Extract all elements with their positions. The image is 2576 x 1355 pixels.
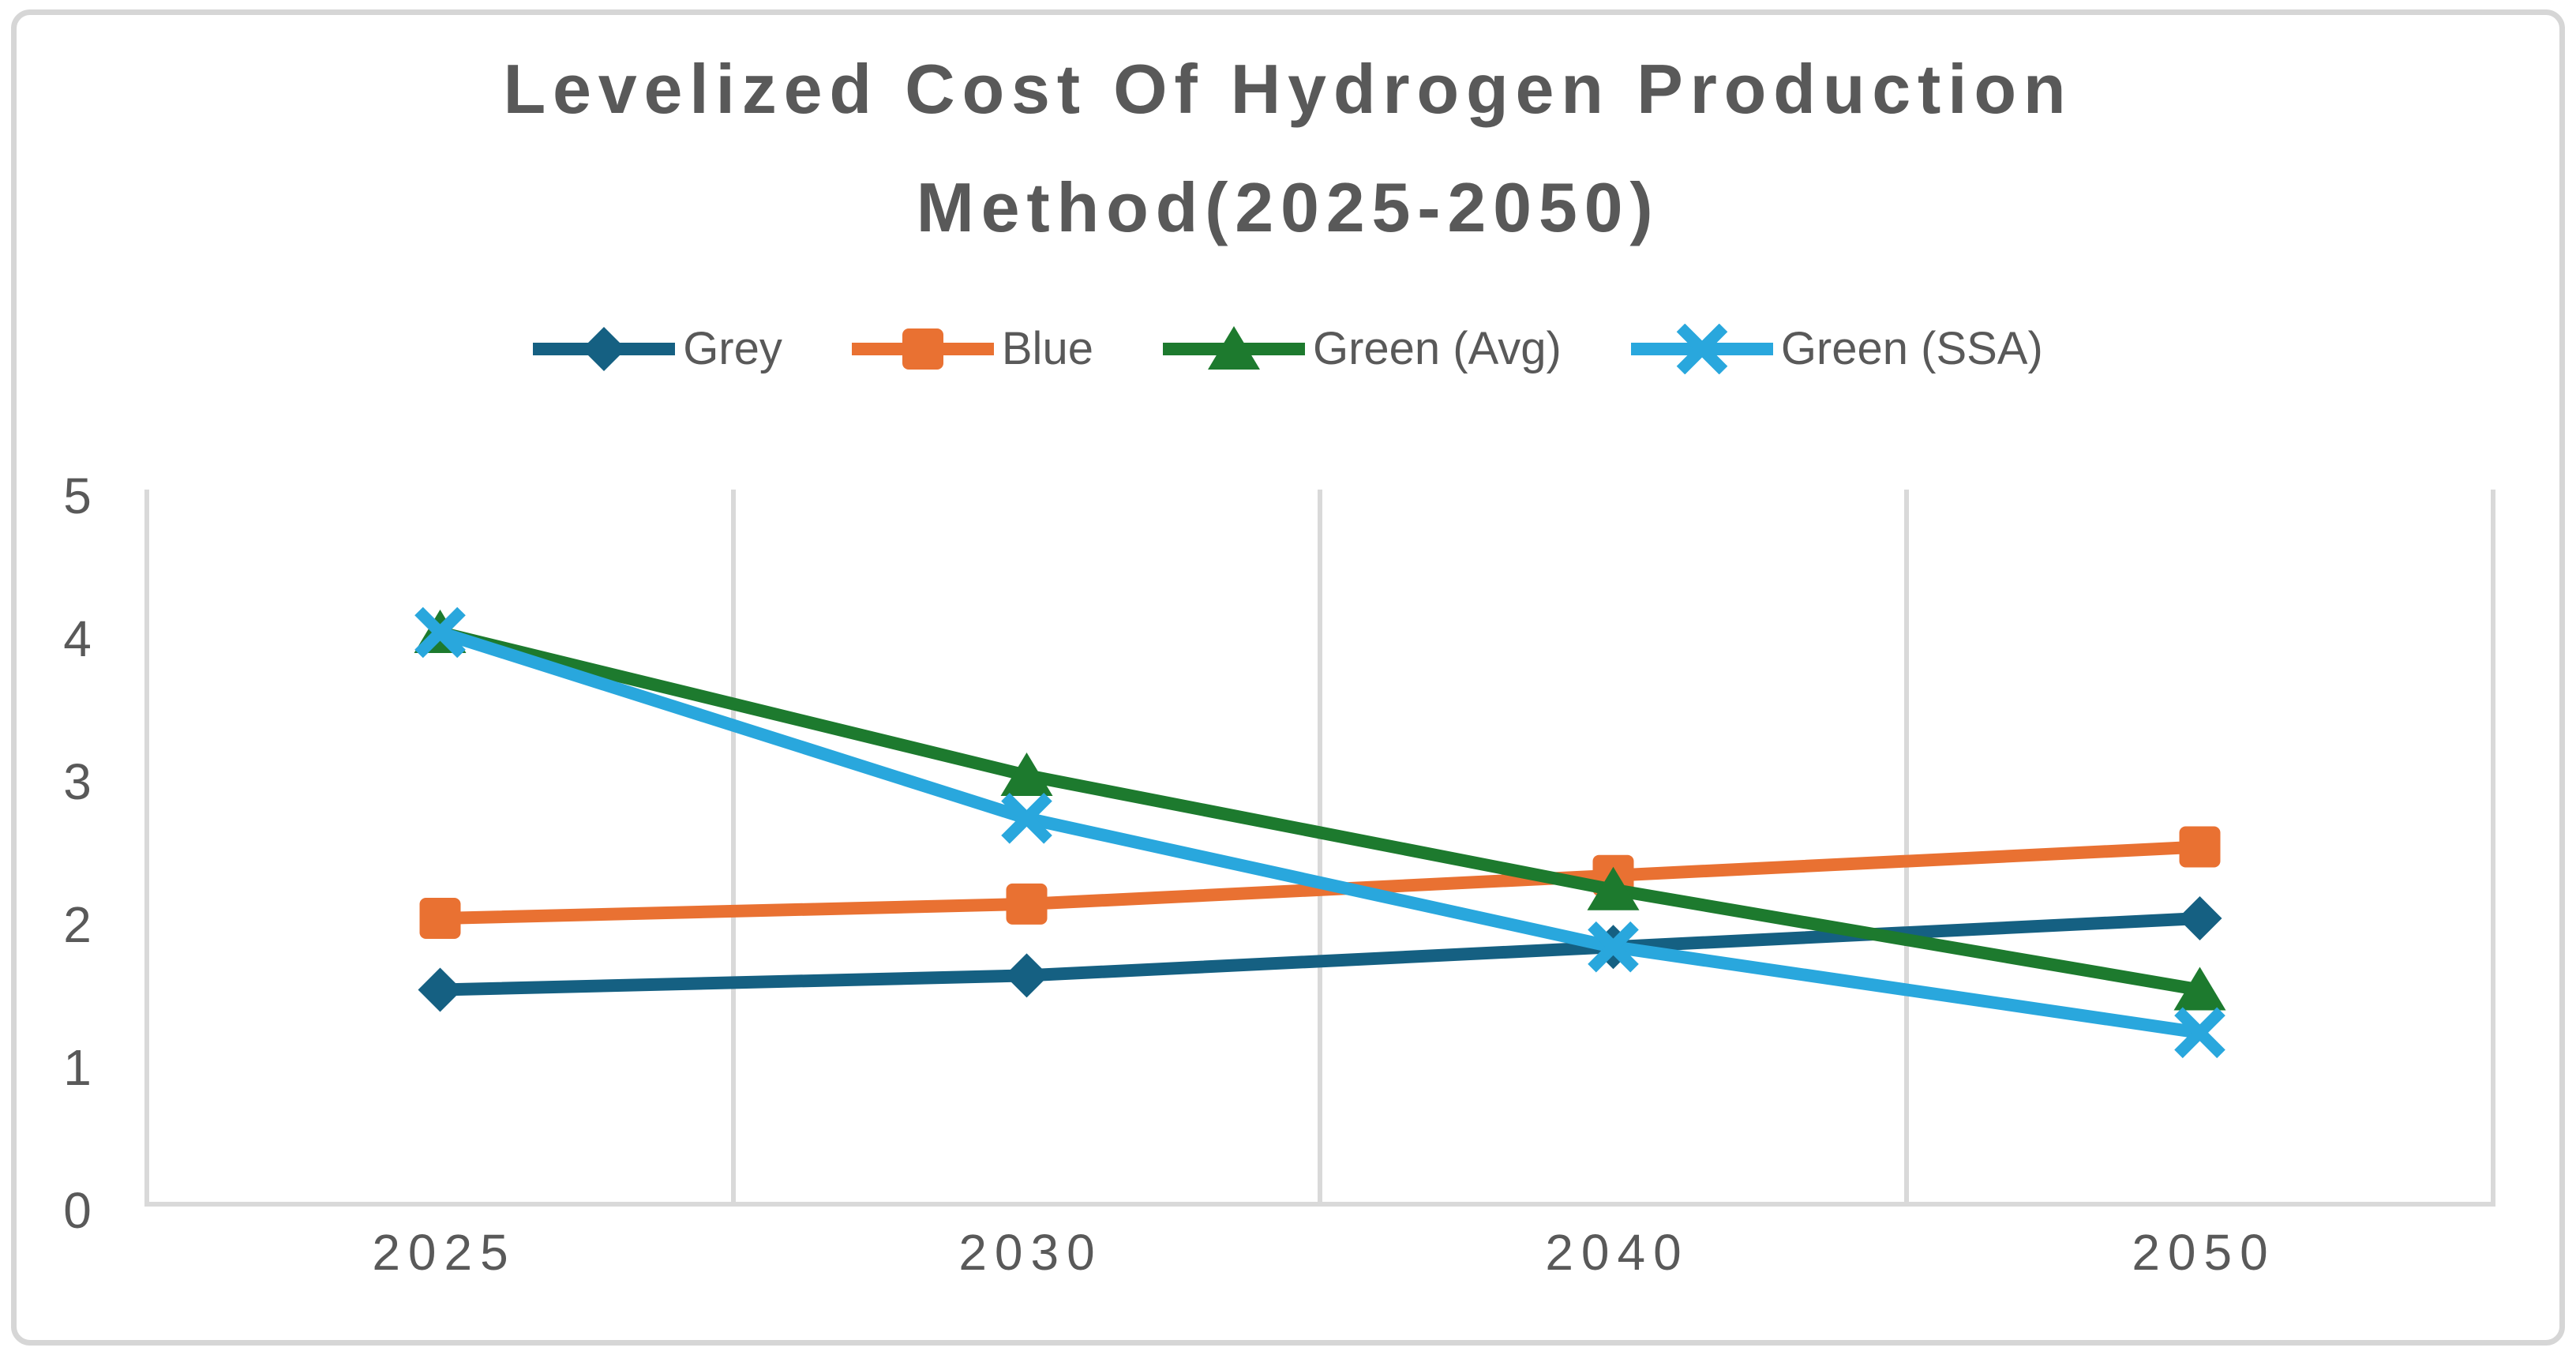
y-tick-label: 5: [63, 467, 92, 524]
legend-triangle-swatch-icon: [1162, 325, 1305, 370]
legend-item-label: Grey: [683, 323, 782, 374]
legend-square-swatch-icon: [851, 328, 994, 370]
series-marker-grey: [2177, 896, 2222, 940]
x-tick-label: 2030: [958, 1224, 1102, 1281]
legend-item-green-ssa: Green (SSA): [1630, 322, 2043, 375]
series-marker-grey: [418, 967, 463, 1012]
legend-item-grey: Grey: [533, 322, 782, 375]
series-marker-green-avg: [2173, 967, 2226, 1011]
chart-title: Levelized Cost Of Hydrogen Production Me…: [0, 30, 2576, 267]
y-tick-label: 1: [63, 1039, 92, 1096]
series-line-green-ssa: [438, 626, 2201, 1039]
x-tick-label: 2050: [2132, 1224, 2275, 1281]
series-marker-green-ssa: [1588, 921, 1639, 973]
legend-item-green-avg: Green (Avg): [1162, 322, 1562, 375]
legend-x-marker-icon: [1676, 323, 1728, 374]
legend-diamond-marker-icon: [582, 326, 627, 371]
series-marker-blue: [2179, 826, 2221, 868]
legend-square-marker-icon: [902, 328, 943, 370]
y-tick-label: 4: [63, 610, 92, 667]
series-line-green-avg: [438, 626, 2201, 997]
legend-diamond-swatch-icon: [533, 326, 676, 371]
series-marker-green-ssa: [414, 606, 466, 659]
legend-x-swatch-icon: [1630, 323, 1773, 374]
legend-item-blue: Blue: [851, 322, 1093, 375]
series-marker-grey: [1004, 953, 1049, 998]
legend-triangle-marker-icon: [1207, 325, 1260, 370]
chart-legend: Grey Blue Green (Avg) Green (SSA): [0, 322, 2576, 375]
series-marker-green-avg: [1587, 866, 1640, 910]
series-marker-blue: [419, 898, 461, 939]
chart-title-line-2: Method(2025-2050): [916, 168, 1660, 246]
chart-title-line-1: Levelized Cost Of Hydrogen Production: [503, 50, 2073, 128]
x-tick-label: 2040: [1545, 1224, 1689, 1281]
series-marker-green-ssa: [2174, 1007, 2225, 1059]
y-tick-label: 0: [63, 1182, 92, 1239]
series-line-grey: [440, 912, 2200, 997]
legend-item-label: Green (SSA): [1780, 323, 2043, 374]
series-line-blue: [440, 840, 2200, 925]
series-marker-green-ssa: [1001, 792, 1052, 844]
y-tick-label: 3: [63, 753, 92, 810]
y-tick-label: 2: [63, 896, 92, 953]
series-marker-green-avg: [1000, 753, 1053, 796]
series-marker-blue: [1006, 883, 1048, 925]
legend-item-label: Green (Avg): [1312, 323, 1562, 374]
x-tick-label: 2025: [372, 1224, 516, 1281]
legend-item-label: Blue: [1001, 323, 1093, 374]
